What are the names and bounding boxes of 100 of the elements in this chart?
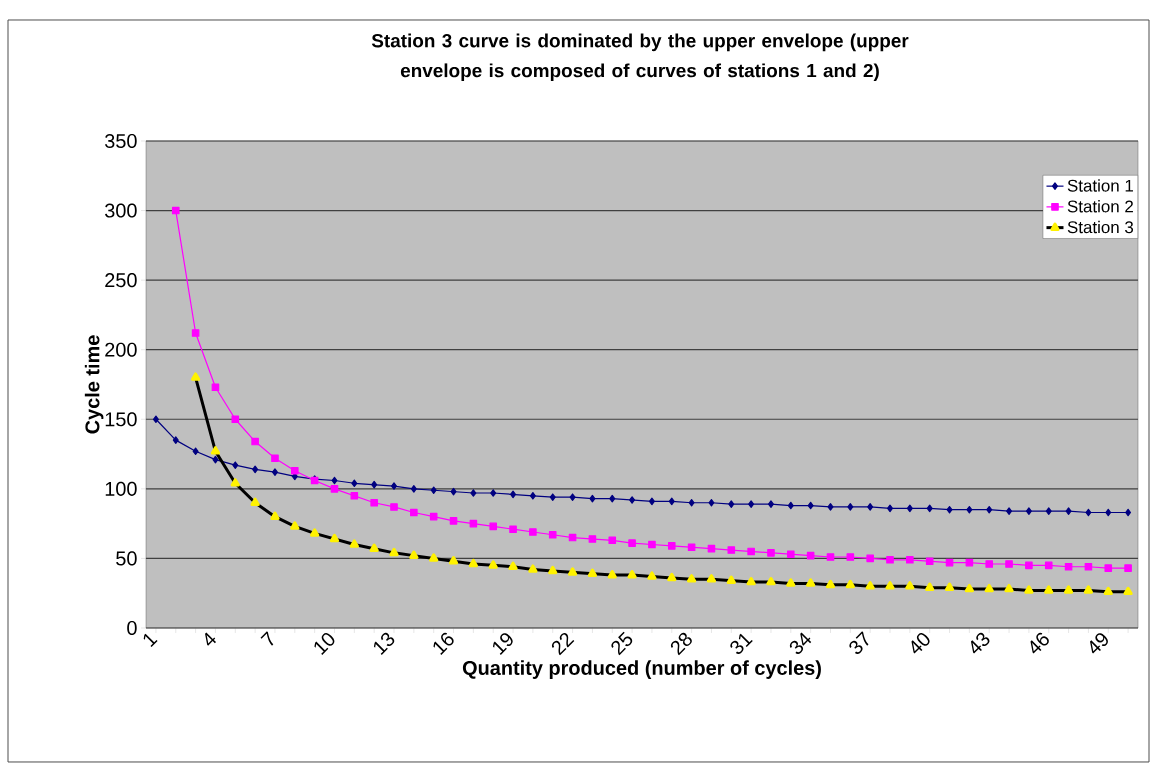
point	[767, 500, 774, 508]
point	[1005, 560, 1013, 568]
y-tick-label: 200	[105, 342, 137, 357]
point	[231, 415, 240, 424]
point	[212, 455, 219, 464]
point	[410, 485, 417, 493]
point	[826, 553, 835, 561]
point	[867, 503, 874, 511]
chart-title: Station 3 curve is dominated by the upper envelope (upper envelope is composed of curves of stations 1 and 2)	[371, 33, 909, 82]
point	[171, 206, 180, 215]
point	[390, 503, 398, 511]
x-tick-label: 37	[849, 631, 869, 654]
point	[707, 544, 716, 553]
point	[410, 508, 418, 517]
point	[1104, 564, 1113, 572]
point	[708, 498, 715, 507]
point	[489, 522, 498, 531]
point	[966, 505, 973, 514]
point	[747, 547, 755, 556]
x-tick-label: 19	[492, 633, 513, 655]
point	[450, 487, 457, 496]
point	[847, 503, 854, 511]
x-tick-label: 13	[373, 632, 395, 655]
point	[687, 543, 696, 552]
point	[429, 512, 438, 521]
point	[906, 504, 913, 513]
point	[509, 525, 517, 533]
x-tick-label: 22	[551, 632, 575, 656]
point	[529, 528, 537, 536]
y-tick-label: 100	[105, 481, 137, 496]
point	[391, 482, 398, 490]
point	[887, 504, 894, 513]
x-tick-label: 28	[670, 632, 692, 656]
x-tick-label: 25	[611, 631, 633, 656]
point	[946, 505, 953, 514]
point	[767, 549, 775, 557]
point	[232, 461, 239, 469]
x-axis-title: Quantity produced (number of cycles)	[462, 660, 821, 679]
legend-label: Station 1	[1067, 179, 1133, 192]
point	[728, 500, 735, 508]
point	[806, 551, 815, 560]
point	[925, 557, 934, 565]
point	[470, 489, 477, 497]
point	[192, 447, 199, 456]
point	[1065, 507, 1072, 515]
x-tick-label: 4	[205, 632, 217, 646]
x-tick-label: 43	[970, 632, 990, 654]
x-tick-label: 31	[730, 633, 753, 654]
point	[827, 503, 834, 511]
point	[727, 546, 736, 554]
point	[271, 454, 279, 463]
point	[1124, 564, 1132, 572]
point	[986, 505, 993, 514]
point	[1084, 562, 1093, 571]
point	[846, 553, 855, 561]
point	[1044, 561, 1053, 570]
point	[1025, 507, 1032, 515]
x-tick-label: 10	[314, 633, 335, 655]
point	[548, 530, 557, 539]
point	[191, 329, 200, 337]
point	[331, 476, 338, 485]
y-tick-label: 0	[127, 620, 137, 636]
point	[1085, 508, 1092, 517]
point	[787, 550, 795, 559]
point	[330, 485, 339, 493]
point	[529, 492, 536, 500]
point	[449, 517, 458, 525]
point	[926, 504, 933, 513]
point	[1125, 508, 1132, 517]
x-tick-label: 1	[143, 633, 158, 648]
point	[351, 479, 358, 488]
point	[1006, 507, 1013, 515]
point	[589, 494, 596, 503]
point	[1105, 508, 1112, 517]
x-tick-label: 40	[911, 633, 930, 654]
point	[588, 535, 597, 543]
point	[688, 498, 695, 507]
point	[886, 556, 894, 564]
point	[1025, 561, 1033, 570]
point	[1064, 562, 1073, 571]
x-tick-label: 16	[433, 632, 454, 655]
y-tick-label: 50	[116, 551, 137, 566]
point	[748, 500, 755, 508]
y-axis-title: Cycle time	[84, 335, 104, 434]
point	[648, 497, 655, 506]
point	[648, 540, 656, 549]
y-tick-label: 350	[105, 133, 137, 149]
point	[251, 437, 259, 446]
point	[985, 560, 994, 568]
legend-label: Station 3	[1067, 220, 1134, 234]
point	[510, 490, 517, 499]
point	[291, 466, 299, 475]
x-tick-label: 7	[260, 631, 274, 646]
point	[629, 496, 636, 504]
point	[371, 480, 378, 489]
point	[350, 492, 359, 500]
point	[1045, 507, 1052, 515]
legend-label: Station 2	[1067, 200, 1133, 213]
point	[252, 465, 259, 474]
point	[609, 494, 616, 503]
